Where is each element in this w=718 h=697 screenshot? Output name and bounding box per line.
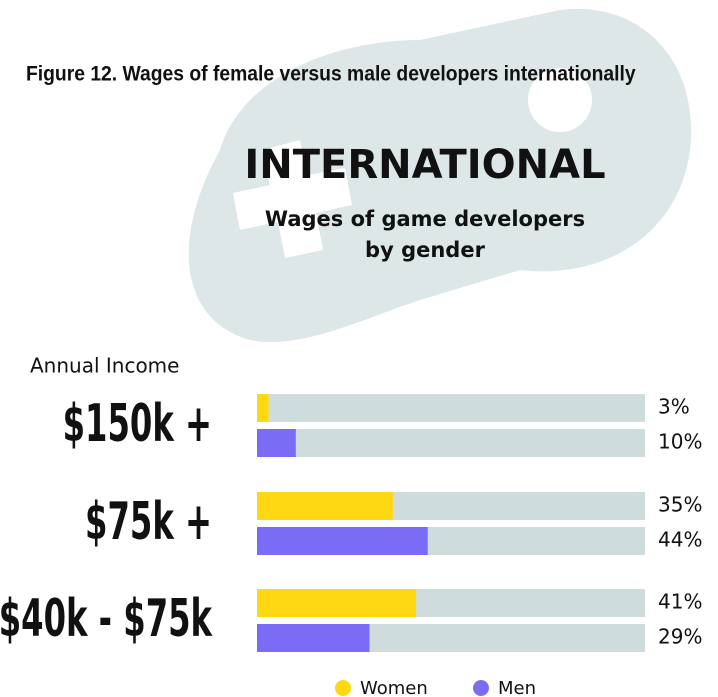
value-label: 35% bbox=[658, 493, 702, 517]
category-label: $75k + bbox=[85, 492, 212, 552]
value-label: 44% bbox=[658, 528, 702, 552]
value-label: 3% bbox=[658, 395, 690, 419]
value-label: 41% bbox=[658, 590, 702, 614]
bar-track bbox=[257, 394, 645, 422]
value-label: 10% bbox=[658, 430, 702, 454]
category-label: $40k - $75k bbox=[0, 589, 213, 649]
bar bbox=[257, 527, 428, 555]
bar bbox=[257, 492, 393, 520]
bar bbox=[257, 624, 370, 652]
value-label: 29% bbox=[658, 625, 702, 649]
legend-label: Women bbox=[360, 678, 428, 697]
background-controller bbox=[188, 8, 692, 342]
category-label: $150k + bbox=[63, 394, 212, 454]
legend-label: Men bbox=[498, 678, 536, 697]
category-label-group: $75k + bbox=[85, 492, 212, 552]
category-label-group: $150k + bbox=[63, 394, 212, 454]
subtitle: Wages of game developers bbox=[265, 207, 585, 231]
bar-track bbox=[257, 429, 645, 457]
bar bbox=[257, 429, 296, 457]
legend-swatch bbox=[335, 680, 351, 696]
figure-title: Figure 12. Wages of female versus male d… bbox=[26, 63, 636, 86]
category-label-group: $40k - $75k bbox=[0, 589, 213, 649]
heading: INTERNATIONAL bbox=[244, 142, 605, 188]
legend-swatch bbox=[473, 680, 489, 696]
bar bbox=[257, 589, 417, 617]
subtitle: by gender bbox=[365, 238, 486, 262]
axis-label: Annual Income bbox=[30, 354, 179, 378]
bar bbox=[257, 394, 269, 422]
